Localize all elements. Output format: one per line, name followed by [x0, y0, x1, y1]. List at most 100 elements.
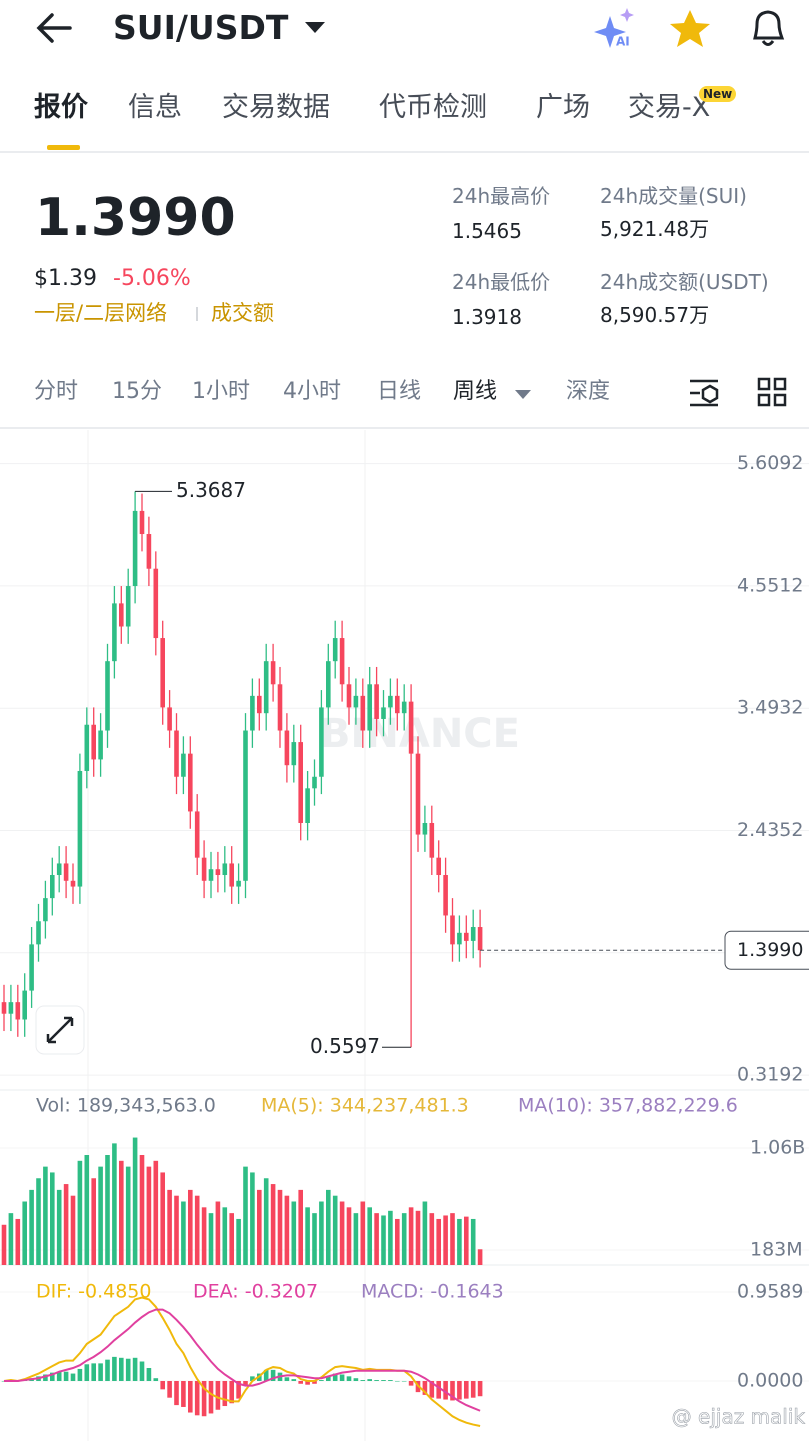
tag[interactable]: 成交额 — [211, 301, 274, 325]
macd-bar — [464, 1380, 469, 1399]
stat-value: 1.3918 — [452, 305, 522, 329]
expand-icon[interactable] — [46, 1016, 74, 1044]
candle-body — [125, 586, 131, 627]
layout-icon[interactable] — [757, 377, 787, 407]
volume-bar — [22, 1201, 27, 1265]
macd-bar — [263, 1369, 269, 1381]
timeframe-dropdown[interactable] — [515, 390, 531, 399]
tab[interactable]: 交易-X — [628, 92, 711, 123]
volume-bar — [167, 1189, 172, 1265]
candle-body — [194, 811, 200, 858]
favorite-star[interactable] — [670, 10, 710, 47]
macd-bar — [291, 1379, 297, 1381]
volume-bar — [326, 1189, 331, 1265]
pair-dropdown[interactable] — [305, 22, 325, 33]
candle-body — [36, 921, 41, 945]
volume-bar — [208, 1213, 214, 1265]
candle-body — [277, 684, 283, 731]
timeframe[interactable]: 分时 — [34, 379, 79, 404]
macd-bar — [353, 1378, 359, 1381]
new-badge: New — [699, 86, 737, 102]
volume-bar — [112, 1143, 117, 1265]
candle-body — [353, 695, 359, 708]
candle-body — [429, 822, 435, 858]
watermark: BINANCE — [320, 711, 520, 757]
macd-bar — [443, 1380, 448, 1400]
macd-bar — [43, 1374, 48, 1381]
y-tick-label: 3.4932 — [737, 697, 803, 719]
candle-body — [450, 915, 455, 945]
volume-legend: MA(10): 357,882,229.6 — [518, 1095, 738, 1117]
macd-bar — [319, 1380, 324, 1381]
ai-icon[interactable]: AI — [594, 8, 634, 49]
macd-bar — [250, 1376, 255, 1381]
volume-legend: Vol: 189,343,563.0 — [36, 1095, 216, 1117]
candle-body — [422, 822, 428, 835]
timeframe[interactable]: 1小时 — [192, 379, 250, 404]
volume-bar — [98, 1166, 103, 1265]
stat-label: 24h最高价 — [452, 184, 551, 208]
tab[interactable]: 代币检测 — [379, 92, 487, 123]
volume-bar — [215, 1201, 221, 1265]
pair-title[interactable]: SUI/USDT — [113, 8, 289, 47]
volume-bar — [153, 1160, 159, 1265]
volume-bar — [443, 1215, 448, 1265]
timeframe[interactable]: 深度 — [566, 379, 611, 404]
macd-bar — [305, 1380, 310, 1385]
volume-bar — [388, 1210, 393, 1265]
timeframe[interactable]: 日线 — [377, 379, 422, 404]
volume-bar — [450, 1213, 455, 1265]
volume-bar — [339, 1201, 345, 1265]
candle-body — [105, 661, 110, 731]
y-tick-label: 1.06B — [750, 1137, 805, 1159]
dea-line — [4, 1308, 481, 1412]
candle-body — [477, 927, 483, 951]
back-arrow[interactable] — [36, 13, 72, 43]
tab[interactable]: 广场 — [536, 92, 590, 123]
candle-body — [464, 932, 469, 941]
timeframe[interactable]: 周线 — [453, 379, 498, 404]
volume-bar — [119, 1160, 124, 1265]
macd-bar — [181, 1380, 186, 1407]
macd-bar — [422, 1380, 428, 1395]
timeframe[interactable]: 15分 — [112, 379, 162, 404]
macd-bar — [160, 1380, 165, 1390]
macd-bar — [188, 1380, 193, 1413]
candle-body — [395, 695, 400, 714]
volume-bar — [477, 1249, 483, 1265]
bell-icon[interactable] — [753, 10, 785, 46]
candle-body — [132, 510, 138, 587]
macd-bar — [436, 1380, 441, 1399]
candle-body — [457, 932, 462, 945]
volume-bar — [29, 1189, 34, 1265]
macd-bar — [388, 1380, 393, 1381]
timeframe[interactable]: 4小时 — [283, 379, 341, 404]
tag[interactable]: 一层/二层网络 — [34, 301, 168, 325]
macd-bar — [201, 1380, 207, 1417]
candle-body — [360, 695, 366, 731]
y-tick-label: 0.9589 — [737, 1281, 803, 1303]
candle-body — [201, 857, 207, 881]
price-change: -5.06% — [113, 266, 191, 291]
candle-body — [312, 776, 317, 789]
macd-bar — [284, 1377, 290, 1381]
candle-body — [63, 863, 69, 881]
volume-bar — [401, 1213, 407, 1265]
candle-body — [56, 863, 62, 876]
macd-bar — [381, 1380, 386, 1381]
tab[interactable]: 交易数据 — [222, 92, 330, 123]
macd-bar — [450, 1380, 455, 1401]
volume-bar — [360, 1201, 366, 1265]
macd-bar — [146, 1368, 152, 1381]
volume-bar — [139, 1155, 145, 1265]
candle-body — [408, 701, 414, 754]
volume-bar — [395, 1218, 400, 1265]
volume-bar — [457, 1218, 462, 1265]
volume-bar — [160, 1172, 165, 1265]
tab[interactable]: 信息 — [128, 92, 182, 123]
indicator-settings-icon[interactable] — [690, 379, 719, 407]
candle-body — [77, 770, 83, 887]
macd-bar — [339, 1374, 345, 1381]
tab[interactable]: 报价 — [34, 92, 88, 123]
candle-body — [367, 684, 372, 731]
